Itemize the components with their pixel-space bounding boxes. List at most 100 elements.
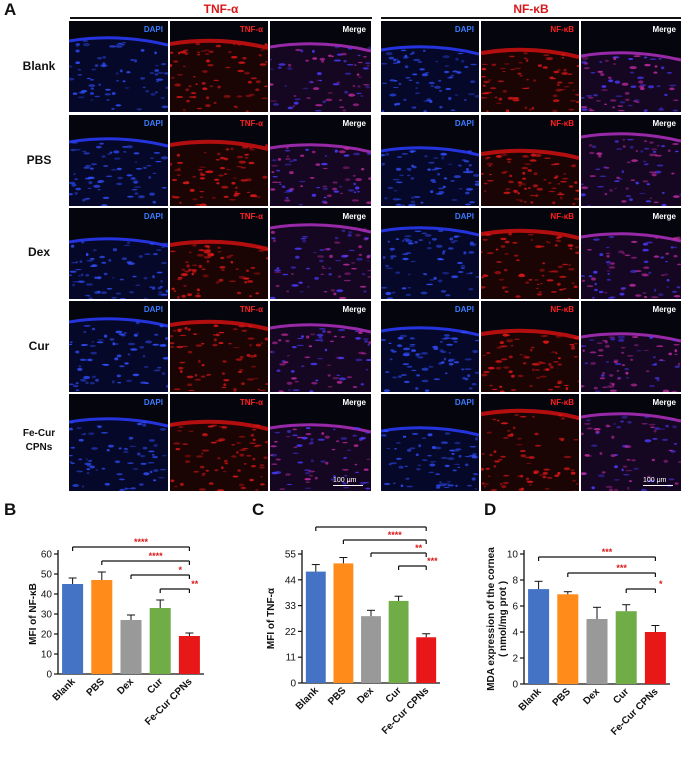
bar-blank <box>528 589 550 684</box>
row-label-dex: Dex <box>27 245 50 259</box>
micrograph-image <box>170 38 268 112</box>
channel-label-marker: NF-κB <box>550 212 574 221</box>
bar-fe-cur-cpns <box>644 632 666 684</box>
micrograph-image <box>581 332 681 392</box>
y-tick-label: 30 <box>41 610 53 621</box>
x-tick-label: Dex <box>115 676 136 697</box>
scale-bar: 100 μm <box>643 476 673 486</box>
bar-cur <box>615 611 637 684</box>
group-heading-tnf: TNF-α <box>203 2 239 16</box>
micrograph-nfkb-blank-marker: NF-κB <box>481 21 579 112</box>
channel-label-merge: Merge <box>652 119 676 128</box>
bar-pbs <box>557 594 579 684</box>
micrograph-tnf-dex-marker: TNF-α <box>170 208 268 299</box>
micrograph-image <box>481 47 579 112</box>
micrograph-image <box>270 423 371 491</box>
scale-bar-label: 100 μm <box>643 476 667 484</box>
micrograph-image <box>481 228 579 299</box>
channel-label-dapi: DAPI <box>143 119 163 128</box>
micrograph-image <box>381 146 479 206</box>
micrograph-image <box>170 419 268 491</box>
channel-label-merge: Merge <box>342 398 366 407</box>
micrograph-tnf-pbs-dapi: DAPI <box>69 115 168 206</box>
channel-label-dapi: DAPI <box>143 25 163 34</box>
bar-dex <box>120 620 142 674</box>
significance-label: *** <box>616 563 627 573</box>
micrograph-nfkb-dex-dapi: DAPI <box>381 208 479 299</box>
channel-label-marker: NF-κB <box>550 305 574 314</box>
channel-label-merge: Merge <box>342 305 366 314</box>
micrograph-image <box>270 323 371 392</box>
channel-label-dapi: DAPI <box>143 212 163 221</box>
scale-bar-label: 100 μm <box>333 476 357 484</box>
y-tick-label: 20 <box>41 630 53 641</box>
panel-d-letter: D <box>484 500 497 519</box>
chart-b-nfkb-mfi: 0 10 20 30 40 50 60 MFI of NF-κB Blank PBS Dex Cur F… <box>0 525 235 753</box>
bar-fe-cur-cpns <box>416 637 437 683</box>
x-tick-label: PBS <box>326 685 349 708</box>
x-tick-label: Blank <box>517 686 544 713</box>
significance-label: **** <box>374 525 389 527</box>
scale-bar-line <box>333 484 363 486</box>
micrograph-nfkb-fe-cur-cpns-merge: Merge 100 μm <box>581 394 681 491</box>
y-axis-label: MFI of NF-κB <box>28 583 39 645</box>
significance-label: **** <box>149 551 164 561</box>
channel-label-marker: NF-κB <box>550 25 574 34</box>
micrograph-tnf-cur-dapi: DAPI <box>69 301 168 392</box>
channel-label-merge: Merge <box>342 25 366 34</box>
significance-label: ** <box>415 543 423 553</box>
y-tick-label: 8 <box>512 576 518 587</box>
channel-label-dapi: DAPI <box>143 305 163 314</box>
micrograph-image <box>381 426 479 491</box>
channel-label-marker: TNF-α <box>239 212 263 221</box>
y-tick-label: 2 <box>512 654 518 665</box>
bar-cur <box>149 608 171 674</box>
micrograph-nfkb-cur-dapi: DAPI <box>381 301 479 392</box>
micrograph-nfkb-fe-cur-cpns-dapi: DAPI <box>381 394 479 491</box>
x-tick-label: Dex <box>355 685 376 706</box>
micrograph-nfkb-cur-marker: NF-κB <box>481 301 579 392</box>
group-heading-nfkb: NF-κB <box>513 2 549 16</box>
y-axis-label: MDA expression of the cornea <box>486 547 497 691</box>
bar-pbs <box>91 580 113 674</box>
significance-label: **** <box>388 530 403 540</box>
y-tick-label: 33 <box>285 601 297 612</box>
x-tick-label: Dex <box>581 686 602 707</box>
channel-label-merge: Merge <box>652 212 676 221</box>
micrograph-image <box>481 328 579 392</box>
micrograph-nfkb-pbs-marker: NF-κB <box>481 115 579 206</box>
micrograph-nfkb-blank-merge: Merge <box>581 21 681 112</box>
micrograph-tnf-cur-marker: TNF-α <box>170 301 268 392</box>
group-rule-tnf <box>70 17 372 19</box>
micrograph-image <box>581 232 681 299</box>
y-tick-label: 0 <box>290 679 296 690</box>
bar-blank <box>62 584 84 674</box>
y-tick-label: 10 <box>41 650 53 661</box>
y-tick-label: 55 <box>285 550 297 561</box>
y-axis-label: MFI of TNF-α <box>266 587 277 649</box>
micrograph-image <box>581 132 681 206</box>
x-tick-label: Blank <box>294 685 321 712</box>
channel-label-merge: Merge <box>652 25 676 34</box>
micrograph-tnf-fe-cur-cpns-dapi: DAPI <box>69 394 168 491</box>
micrograph-image <box>69 237 168 299</box>
micrograph-image <box>170 319 268 392</box>
row-label-cur: Cur <box>28 339 50 353</box>
channel-label-marker: NF-κB <box>550 119 574 128</box>
chart-c-tnf-mfi: 0 11 22 33 44 55 MFI of TNF-α Blank PBS Dex Cur Fe-… <box>240 517 475 753</box>
micrograph-tnf-pbs-marker: TNF-α <box>170 115 268 206</box>
group-rule-nfkb <box>381 17 681 19</box>
channel-label-dapi: DAPI <box>454 305 474 314</box>
micrograph-image <box>381 45 479 112</box>
micrograph-image <box>381 326 479 392</box>
bar-fe-cur-cpns <box>178 636 200 674</box>
y-tick-label: 0 <box>512 680 518 691</box>
x-tick-label: PBS <box>85 676 108 699</box>
micrograph-tnf-dex-merge: Merge <box>270 208 371 299</box>
micrograph-nfkb-pbs-merge: Merge <box>581 115 681 206</box>
micrograph-nfkb-dex-merge: Merge <box>581 208 681 299</box>
chart-d-svg: 0 2 4 6 8 10 MDA expression of the cornea( nmo… <box>486 547 670 738</box>
channel-label-marker: NF-κB <box>550 398 574 407</box>
micrograph-nfkb-dex-marker: NF-κB <box>481 208 579 299</box>
